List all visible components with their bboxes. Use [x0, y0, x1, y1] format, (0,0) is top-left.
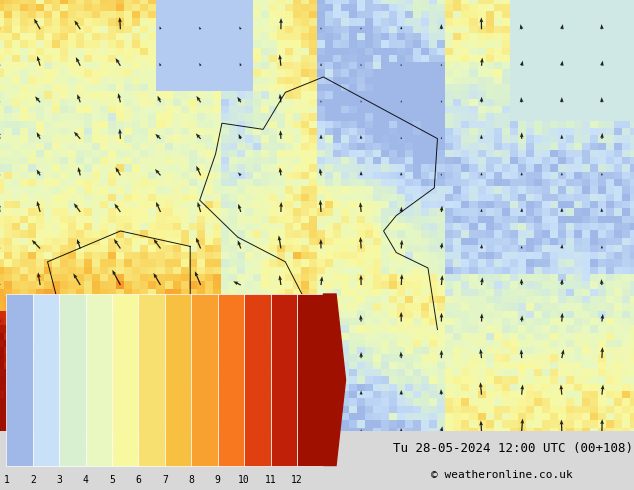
Text: 10: 10: [238, 475, 250, 485]
Text: 6: 6: [136, 475, 141, 485]
Text: 3: 3: [56, 475, 62, 485]
Text: © weatheronline.co.uk: © weatheronline.co.uk: [431, 470, 573, 480]
Text: 1: 1: [3, 475, 10, 485]
Text: 11: 11: [264, 475, 276, 485]
Text: Surface wind (bft)  ECMWF: Surface wind (bft) ECMWF: [6, 446, 194, 459]
Text: Tu 28-05-2024 12:00 UTC (00+108): Tu 28-05-2024 12:00 UTC (00+108): [393, 442, 633, 455]
Text: 2: 2: [30, 475, 36, 485]
Text: 5: 5: [109, 475, 115, 485]
Text: 12: 12: [291, 475, 303, 485]
Text: 8: 8: [188, 475, 194, 485]
Text: 4: 4: [82, 475, 89, 485]
Text: 9: 9: [215, 475, 221, 485]
Text: 7: 7: [162, 475, 168, 485]
